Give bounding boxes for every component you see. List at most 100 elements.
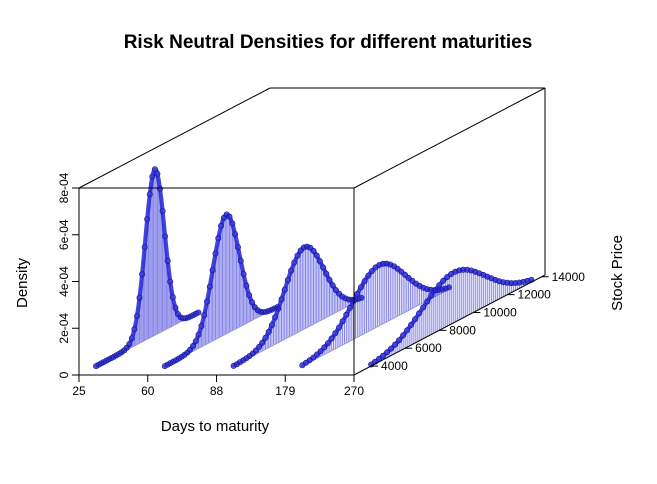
density-point	[317, 348, 324, 355]
density-point	[444, 273, 451, 280]
density-point	[141, 244, 148, 251]
density-point	[504, 279, 511, 286]
density-point	[396, 337, 403, 344]
density-point	[240, 271, 247, 278]
density-point	[432, 287, 439, 294]
density-point	[268, 306, 275, 313]
density-point	[268, 322, 275, 329]
density-point	[329, 282, 336, 289]
density-point	[206, 283, 213, 290]
density-point	[262, 334, 269, 341]
density-point	[313, 351, 320, 358]
density-point	[316, 258, 323, 265]
z-tick-label: 8e-04	[57, 172, 71, 203]
density-point	[398, 268, 405, 275]
density-point	[229, 220, 236, 227]
density-point	[307, 244, 314, 251]
z-tick-label: 0	[57, 371, 71, 378]
density-point	[136, 294, 143, 301]
density-point	[484, 273, 491, 280]
density-point	[185, 314, 192, 321]
density-series-60	[161, 211, 281, 370]
density-point	[387, 261, 394, 268]
density-point	[154, 170, 161, 177]
density-point	[291, 259, 298, 266]
x-tick-label: 60	[141, 384, 155, 398]
density-point	[182, 315, 189, 322]
density-point	[288, 267, 295, 274]
density-point	[379, 260, 386, 267]
density-point	[260, 309, 267, 316]
density-point	[209, 267, 216, 274]
density-point	[423, 286, 430, 293]
density-point	[346, 304, 353, 311]
density-point	[149, 173, 156, 180]
density-point	[237, 257, 244, 264]
y-tick-label: 8000	[449, 323, 476, 337]
y-axis-label: Stock Price	[609, 235, 626, 311]
density-point	[394, 265, 401, 272]
density-point	[252, 347, 259, 354]
density-point	[388, 345, 395, 352]
density-point	[383, 260, 390, 267]
density-point	[195, 309, 202, 316]
density-point	[392, 341, 399, 348]
density-point	[412, 316, 419, 323]
density-point	[249, 350, 256, 357]
density-point	[508, 280, 515, 287]
density-point	[257, 308, 264, 315]
x-tick-label: 270	[344, 384, 364, 398]
density-point	[405, 274, 412, 281]
density-point	[400, 332, 407, 339]
z-axis-ticks: 0 2e-04 4e-04 6e-04 8e-04	[57, 172, 79, 378]
density-point	[297, 247, 304, 254]
density-point	[480, 271, 487, 278]
density-point	[170, 358, 177, 365]
density-point	[151, 166, 158, 173]
density-point	[226, 213, 233, 220]
box-back	[270, 87, 546, 275]
density-point	[512, 279, 519, 286]
x-tick-label: 25	[72, 384, 86, 398]
box-front	[78, 87, 546, 376]
density-point	[201, 312, 208, 319]
density-point	[162, 233, 169, 240]
density-point	[128, 335, 135, 342]
density-point	[323, 270, 330, 277]
density-point	[332, 330, 339, 337]
y-tick-label: 10000	[483, 306, 517, 320]
density-point	[416, 282, 423, 289]
density-point	[335, 324, 342, 331]
density-point	[342, 295, 349, 302]
z-tick-label: 2e-04	[57, 313, 71, 344]
y-tick-label: 4000	[381, 359, 408, 373]
density-point	[456, 267, 463, 274]
density-surfaces	[93, 166, 535, 370]
density-point	[440, 277, 447, 284]
density-point	[468, 267, 475, 274]
x-axis-label: Days to maturity	[161, 418, 270, 435]
density-point	[164, 361, 171, 368]
density-point	[294, 252, 301, 259]
density-point	[263, 308, 270, 315]
density-point	[234, 244, 241, 251]
density-series-88	[230, 243, 365, 369]
y-tick-label: 12000	[517, 288, 551, 302]
density-point	[436, 282, 443, 289]
density-point	[420, 304, 427, 311]
density-point	[167, 360, 174, 367]
density-point	[233, 361, 240, 368]
density-point	[520, 278, 527, 285]
density-point	[169, 294, 176, 301]
density-point	[343, 311, 350, 318]
density-point	[384, 349, 391, 356]
x-axis-ticks: 25 60 88 179 270	[72, 375, 364, 398]
density-point	[198, 322, 205, 329]
density-point	[488, 275, 495, 282]
density-point	[167, 278, 174, 285]
density-point	[339, 293, 346, 300]
density-point	[452, 268, 459, 275]
density-point	[424, 298, 431, 305]
